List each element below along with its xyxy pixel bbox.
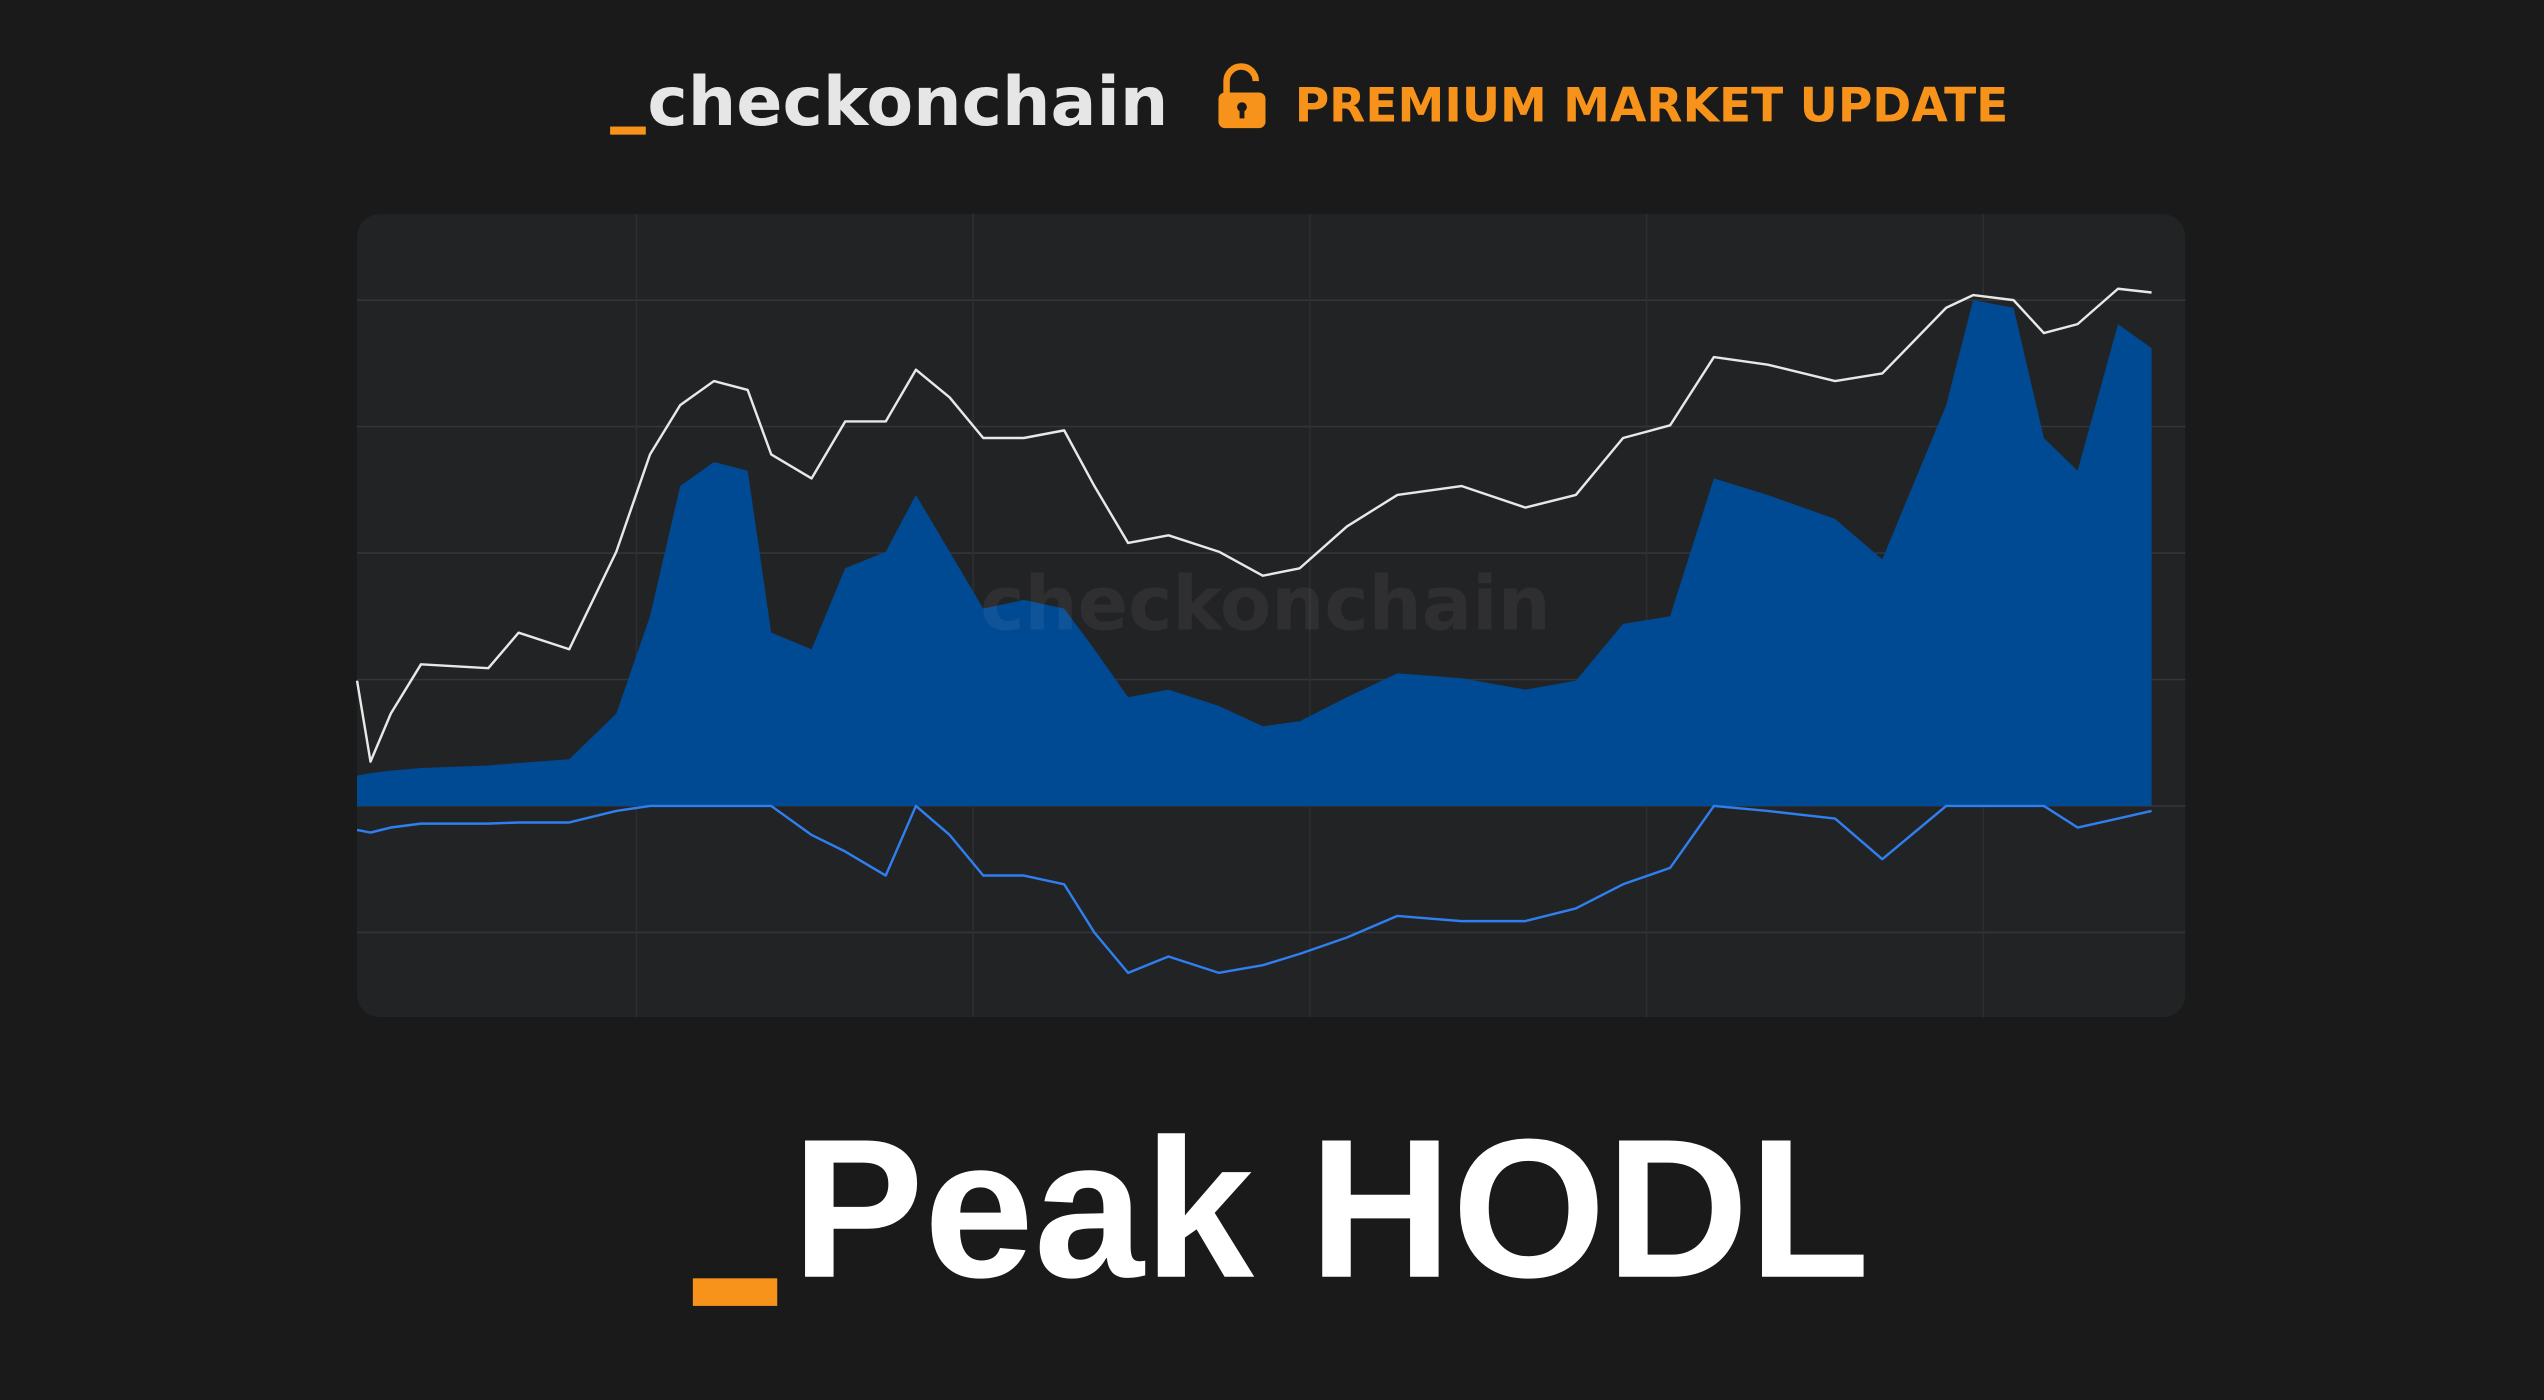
chart-panel [357,214,2186,1018]
title-underscore [692,1278,778,1306]
logo-underscore [610,126,646,135]
plot [355,214,2186,1018]
line [356,804,2152,975]
logo: checkonchain [647,63,1168,142]
area [357,300,2152,806]
lock-icon [1218,63,1266,129]
watermark: checkonchain [980,560,1551,647]
line [355,287,2152,763]
title: Peak HODL [792,1098,1870,1319]
badge: PREMIUM MARKET UPDATE [1295,79,2009,134]
